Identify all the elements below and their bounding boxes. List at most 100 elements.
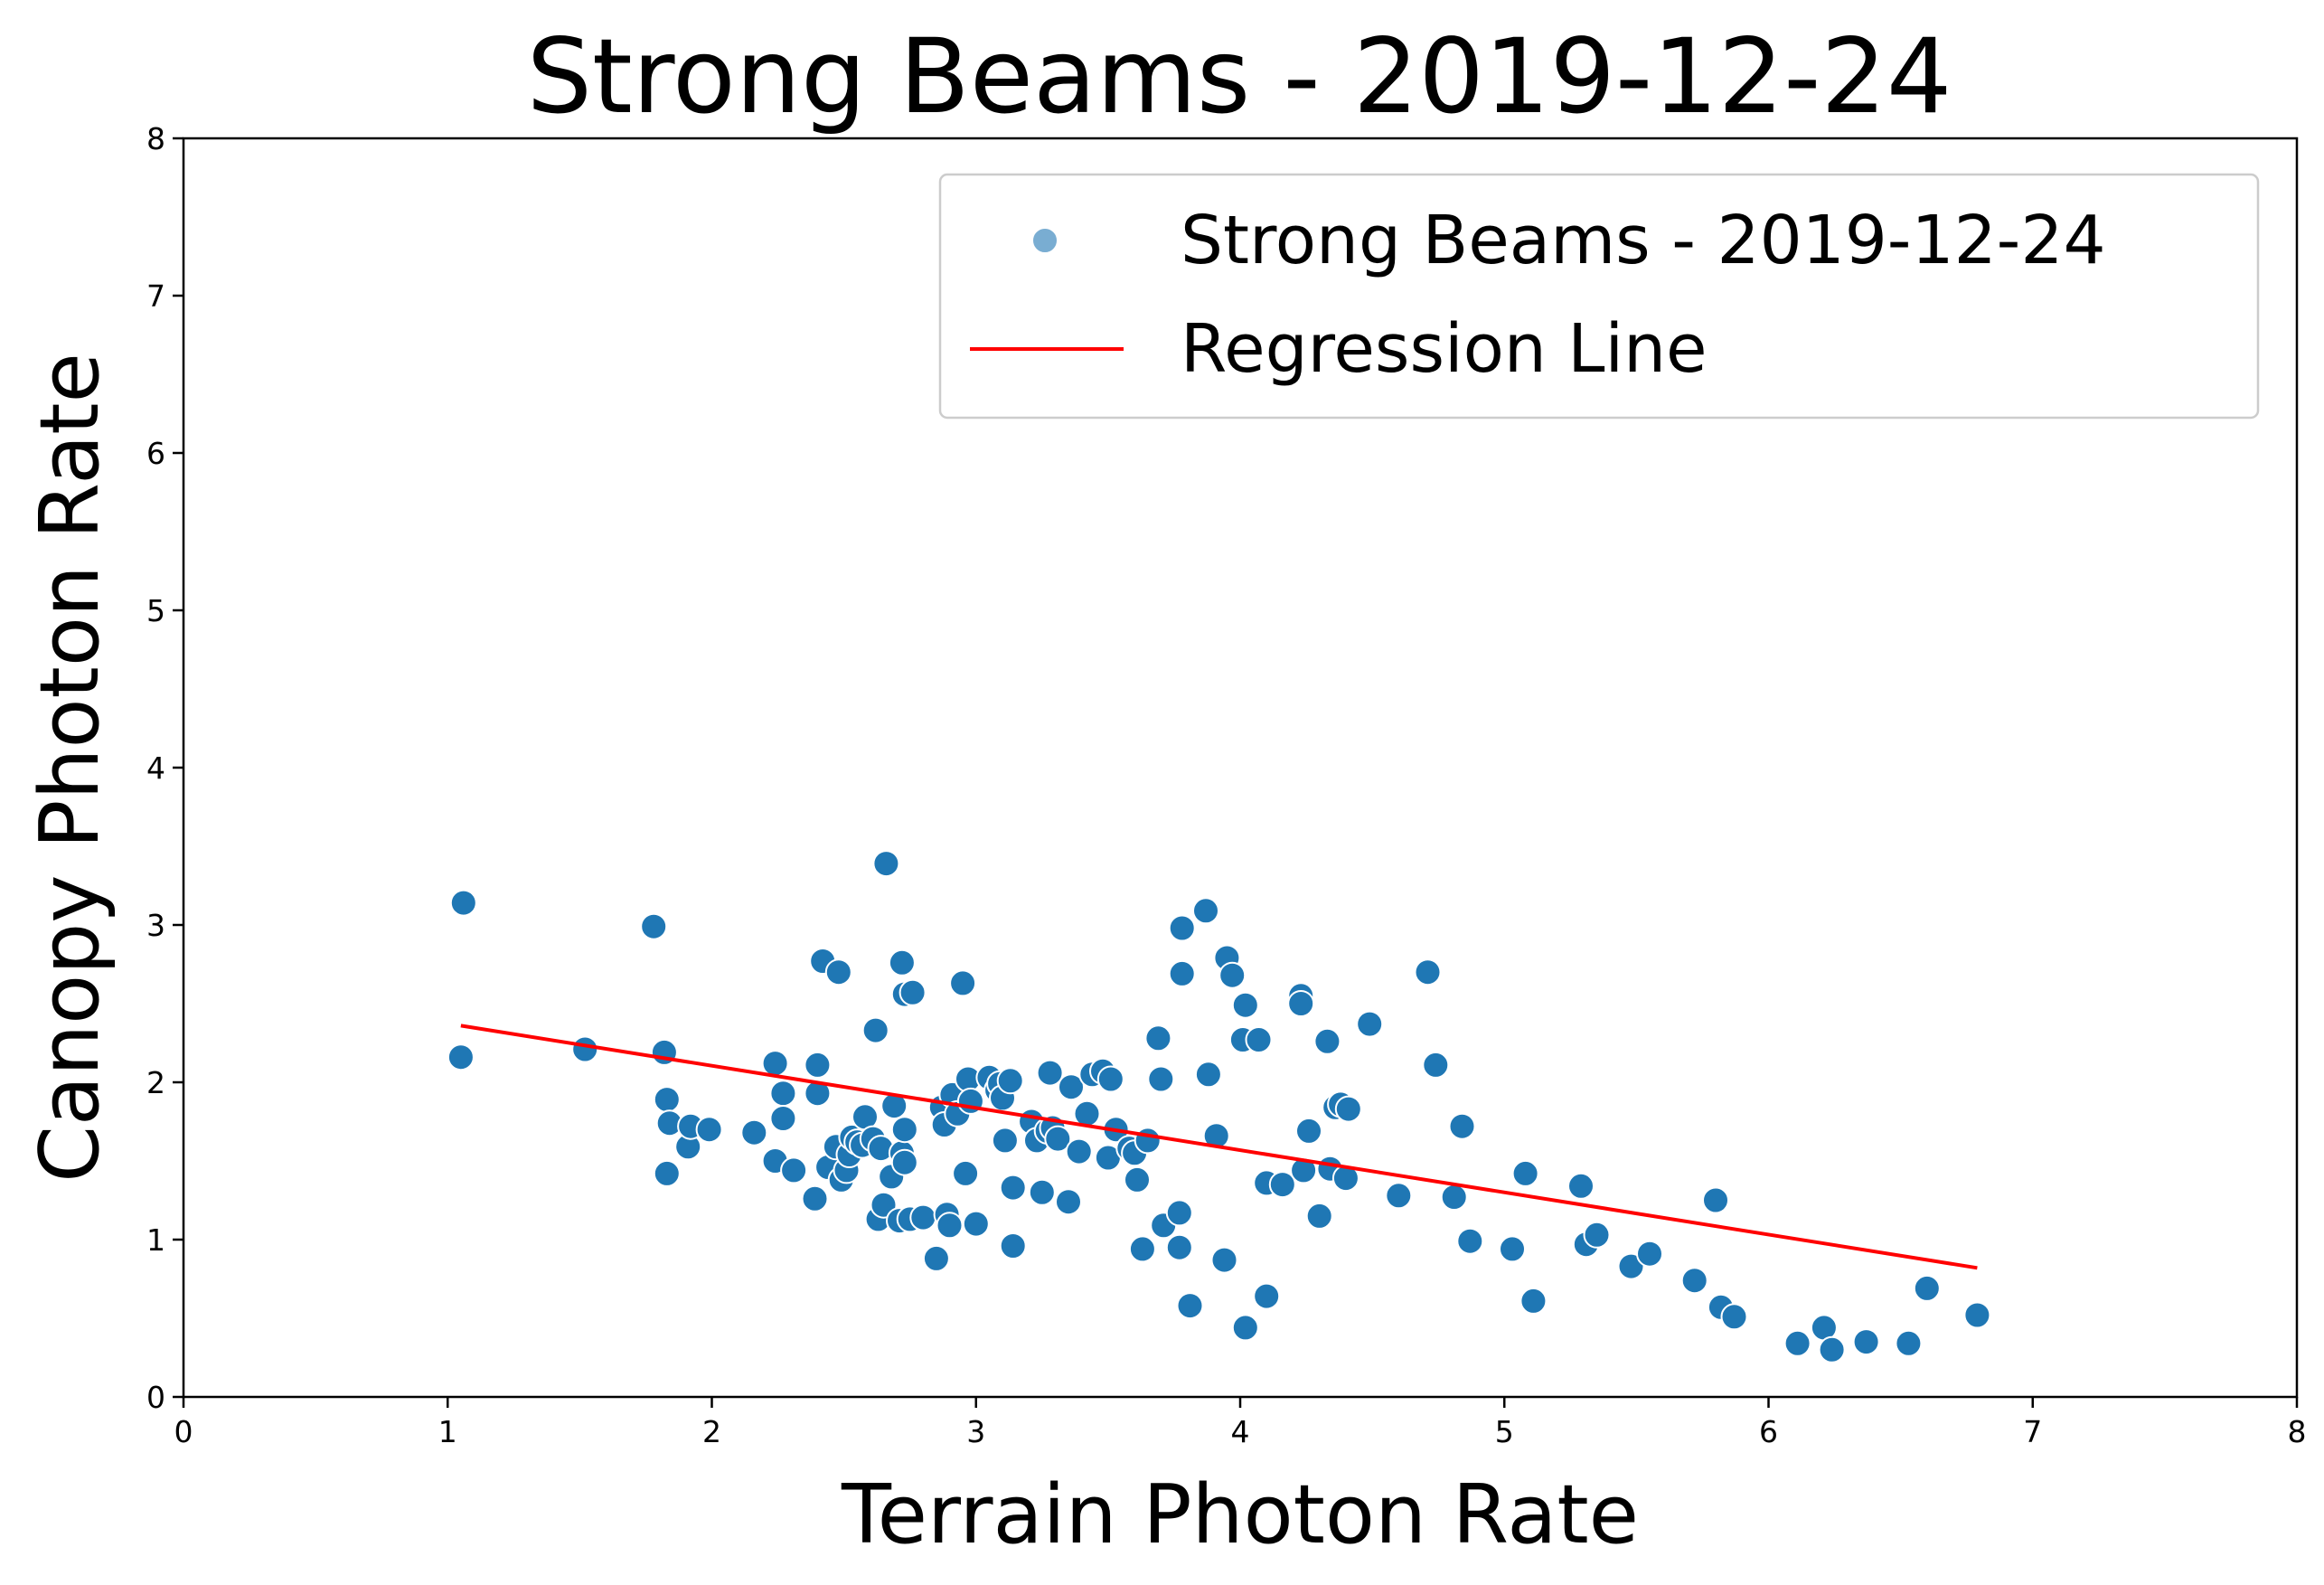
y-tick-label: 3	[146, 908, 165, 943]
data-point	[861, 1016, 889, 1044]
data-point	[1963, 1301, 1991, 1329]
y-tick-label: 8	[146, 121, 165, 156]
data-point	[999, 1174, 1027, 1202]
legend-frame	[938, 173, 2260, 420]
data-point	[1290, 1156, 1318, 1184]
data-point	[571, 1035, 599, 1063]
data-point	[695, 1116, 723, 1144]
data-point	[1313, 1027, 1341, 1055]
data-point	[1818, 1335, 1846, 1363]
x-tick-label: 0	[174, 1414, 193, 1449]
data-point	[962, 1210, 990, 1238]
data-point	[1192, 897, 1219, 925]
data-point	[999, 1232, 1027, 1260]
data-point	[909, 1203, 937, 1231]
data-point	[1448, 1112, 1476, 1140]
data-point	[1617, 1252, 1645, 1280]
data-point	[1422, 1051, 1450, 1079]
y-tick-label: 0	[146, 1380, 165, 1415]
data-point	[1165, 1199, 1193, 1227]
data-point	[996, 1067, 1024, 1095]
data-point	[1567, 1172, 1595, 1200]
data-point	[1124, 1165, 1151, 1193]
y-tick-label: 2	[146, 1065, 165, 1100]
data-point	[1520, 1287, 1548, 1315]
data-point	[1253, 1282, 1281, 1310]
data-point	[824, 958, 852, 986]
data-point	[1044, 1125, 1072, 1153]
data-point	[1720, 1303, 1748, 1331]
x-tick-label: 6	[1759, 1414, 1778, 1449]
data-point	[1295, 1117, 1322, 1145]
data-point	[949, 969, 977, 997]
data-point	[1268, 1171, 1296, 1199]
data-point	[872, 850, 900, 878]
data-point	[1194, 1061, 1222, 1089]
data-point	[1414, 958, 1442, 986]
y-tick-label: 1	[146, 1222, 165, 1258]
x-tick-label: 1	[438, 1414, 457, 1449]
y-tick-label: 7	[146, 278, 165, 314]
data-point	[1895, 1329, 1923, 1357]
y-tick-label: 4	[146, 750, 165, 786]
data-point	[1680, 1267, 1708, 1295]
data-point	[1287, 990, 1315, 1017]
data-point	[1165, 1233, 1193, 1261]
data-point	[1456, 1227, 1484, 1255]
data-point	[449, 889, 477, 917]
data-point	[1176, 1292, 1204, 1320]
x-axis-title: Terrain Photon Rate	[841, 1467, 1639, 1562]
data-point	[1385, 1182, 1413, 1210]
data-point	[1852, 1328, 1880, 1356]
data-point	[761, 1050, 789, 1078]
data-point	[1144, 1024, 1172, 1052]
x-tick-label: 5	[1495, 1414, 1514, 1449]
legend-label-regression: Regression Line	[1181, 310, 1708, 388]
data-point	[1511, 1159, 1539, 1187]
x-tick-label: 7	[2023, 1414, 2042, 1449]
data-point	[653, 1159, 681, 1187]
data-point	[1147, 1065, 1175, 1093]
data-point	[899, 978, 927, 1006]
data-point	[1065, 1137, 1093, 1165]
data-point	[640, 912, 668, 940]
data-point	[740, 1118, 768, 1146]
data-point	[1245, 1026, 1273, 1053]
data-point	[1440, 1184, 1468, 1211]
regression-line	[460, 1024, 1978, 1270]
x-tick-label: 2	[702, 1414, 721, 1449]
data-point	[1096, 1065, 1124, 1093]
data-point	[1702, 1186, 1729, 1214]
data-point	[1168, 959, 1196, 987]
data-point	[936, 1212, 964, 1240]
data-point	[801, 1184, 829, 1212]
data-point	[780, 1156, 808, 1184]
data-point	[1168, 914, 1196, 942]
chart-title: Strong Beams - 2019-12-24	[527, 16, 1952, 137]
data-point	[1036, 1059, 1064, 1087]
data-point	[1583, 1221, 1611, 1249]
legend-label-scatter: Strong Beams - 2019-12-24	[1181, 202, 2106, 279]
x-tick-label: 4	[1231, 1414, 1250, 1449]
data-point	[890, 1148, 918, 1176]
y-axis-title: Canopy Photon Rate	[23, 353, 118, 1183]
data-point	[1202, 1122, 1230, 1150]
data-point	[1231, 1314, 1259, 1342]
data-point	[769, 1080, 797, 1108]
data-point	[1783, 1329, 1811, 1357]
data-point	[1499, 1235, 1526, 1263]
data-point	[1356, 1010, 1384, 1038]
data-point	[1218, 961, 1247, 989]
data-point	[1305, 1202, 1333, 1230]
y-axis-ticks: 0 1 2 3 4 5 6 7 8	[146, 121, 183, 1415]
data-point	[991, 1127, 1019, 1155]
data-point	[1334, 1095, 1362, 1123]
data-point	[922, 1244, 950, 1272]
scatter-points	[447, 850, 1991, 1363]
regression-line-layer	[460, 1024, 1978, 1270]
data-point	[1058, 1073, 1085, 1101]
legend: Strong Beams - 2019-12-24 Regression Lin…	[938, 173, 2260, 420]
y-tick-label: 5	[146, 593, 165, 628]
data-point	[447, 1043, 475, 1071]
